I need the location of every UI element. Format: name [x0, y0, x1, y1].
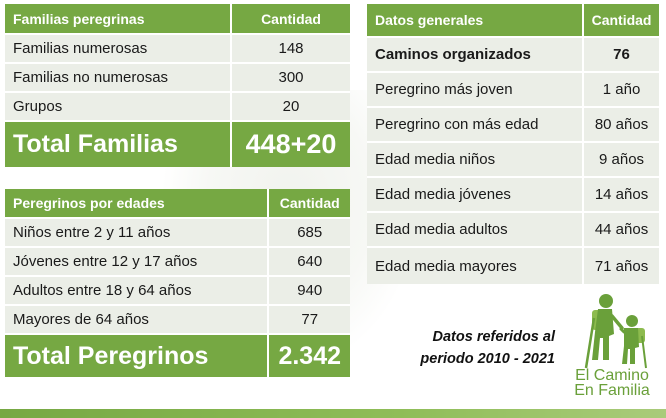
- row-label: Familias no numerosas: [5, 64, 233, 93]
- table-row: Peregrino más joven 1 año: [367, 73, 659, 108]
- hikers-icon: [584, 294, 647, 369]
- general-header-row: Datos generales Cantidad: [367, 4, 659, 38]
- table-row: Grupos 20: [5, 93, 350, 122]
- logo-wordmark: El Camino En Familia: [560, 367, 664, 399]
- families-total-row: Total Familias 448+20: [5, 122, 350, 167]
- table-row: Peregrino con más edad 80 años: [367, 108, 659, 143]
- row-label: Edad media adultos: [367, 213, 585, 248]
- families-header-row: Familias peregrinas Cantidad: [5, 4, 350, 35]
- row-value: 77: [269, 306, 350, 335]
- bottom-accent-bar: [0, 409, 666, 418]
- pilgrims-header-row: Peregrinos por edades Cantidad: [5, 189, 350, 219]
- row-label: Caminos organizados: [367, 38, 585, 73]
- row-label: Adultos entre 18 y 64 años: [5, 277, 270, 306]
- row-label: Edad media jóvenes: [367, 178, 585, 213]
- general-header-label: Datos generales: [367, 4, 585, 38]
- general-table: Datos generales Cantidad Caminos organiz…: [367, 4, 659, 284]
- table-row: Adultos entre 18 y 64 años 940: [5, 277, 350, 306]
- table-row: Mayores de 64 años 77: [5, 306, 350, 335]
- table-row: Edad media adultos 44 años: [367, 213, 659, 248]
- row-value: 20: [232, 93, 350, 122]
- pilgrims-total-row: Total Peregrinos 2.342: [5, 335, 350, 377]
- row-label: Edad media niños: [367, 143, 585, 178]
- table-row: Caminos organizados 76: [367, 38, 659, 73]
- row-label: Peregrino con más edad: [367, 108, 585, 143]
- row-label: Grupos: [5, 93, 233, 122]
- table-row: Edad media niños 9 años: [367, 143, 659, 178]
- table-row: Familias numerosas 148: [5, 35, 350, 64]
- families-header-label: Familias peregrinas: [5, 4, 233, 35]
- families-total-label: Total Familias: [5, 122, 233, 167]
- table-row: Jóvenes entre 12 y 17 años 640: [5, 248, 350, 277]
- row-value: 300: [232, 64, 350, 93]
- row-value: 1 año: [584, 73, 659, 108]
- el-camino-en-familia-logo: El Camino En Familia: [558, 292, 666, 418]
- note-line-2: periodo 2010 - 2021: [420, 351, 555, 367]
- pilgrims-header-label: Peregrinos por edades: [5, 189, 270, 219]
- row-value: 685: [269, 219, 350, 248]
- logo-line-1: El Camino: [575, 367, 649, 384]
- row-value: 640: [269, 248, 350, 277]
- pilgrims-header-value: Cantidad: [269, 189, 350, 219]
- logo-line-2: En Familia: [574, 382, 650, 399]
- row-value: 80 años: [584, 108, 659, 143]
- row-value: 76: [584, 38, 659, 73]
- row-value: 44 años: [584, 213, 659, 248]
- row-label: Niños entre 2 y 11 años: [5, 219, 270, 248]
- table-row: Edad media jóvenes 14 años: [367, 178, 659, 213]
- table-row: Familias no numerosas 300: [5, 64, 350, 93]
- families-table: Familias peregrinas Cantidad Familias nu…: [5, 4, 350, 167]
- row-label: Familias numerosas: [5, 35, 233, 64]
- row-value: 148: [232, 35, 350, 64]
- table-row: Edad media mayores 71 años: [367, 248, 659, 284]
- families-header-value: Cantidad: [232, 4, 350, 35]
- general-header-value: Cantidad: [584, 4, 659, 38]
- families-total-value: 448+20: [232, 122, 350, 167]
- row-label: Mayores de 64 años: [5, 306, 270, 335]
- table-row: Niños entre 2 y 11 años 685: [5, 219, 350, 248]
- row-label: Jóvenes entre 12 y 17 años: [5, 248, 270, 277]
- pilgrims-total-value: 2.342: [269, 335, 350, 377]
- pilgrims-table: Peregrinos por edades Cantidad Niños ent…: [5, 189, 350, 377]
- row-label: Edad media mayores: [367, 248, 585, 284]
- row-value: 71 años: [584, 248, 659, 284]
- row-value: 940: [269, 277, 350, 306]
- row-value: 9 años: [584, 143, 659, 178]
- note-line-1: Datos referidos al: [432, 329, 556, 345]
- pilgrims-total-label: Total Peregrinos: [5, 335, 270, 377]
- data-period-note: Datos referidos al periodo 2010 - 2021: [400, 326, 555, 370]
- row-label: Peregrino más joven: [367, 73, 585, 108]
- row-value: 14 años: [584, 178, 659, 213]
